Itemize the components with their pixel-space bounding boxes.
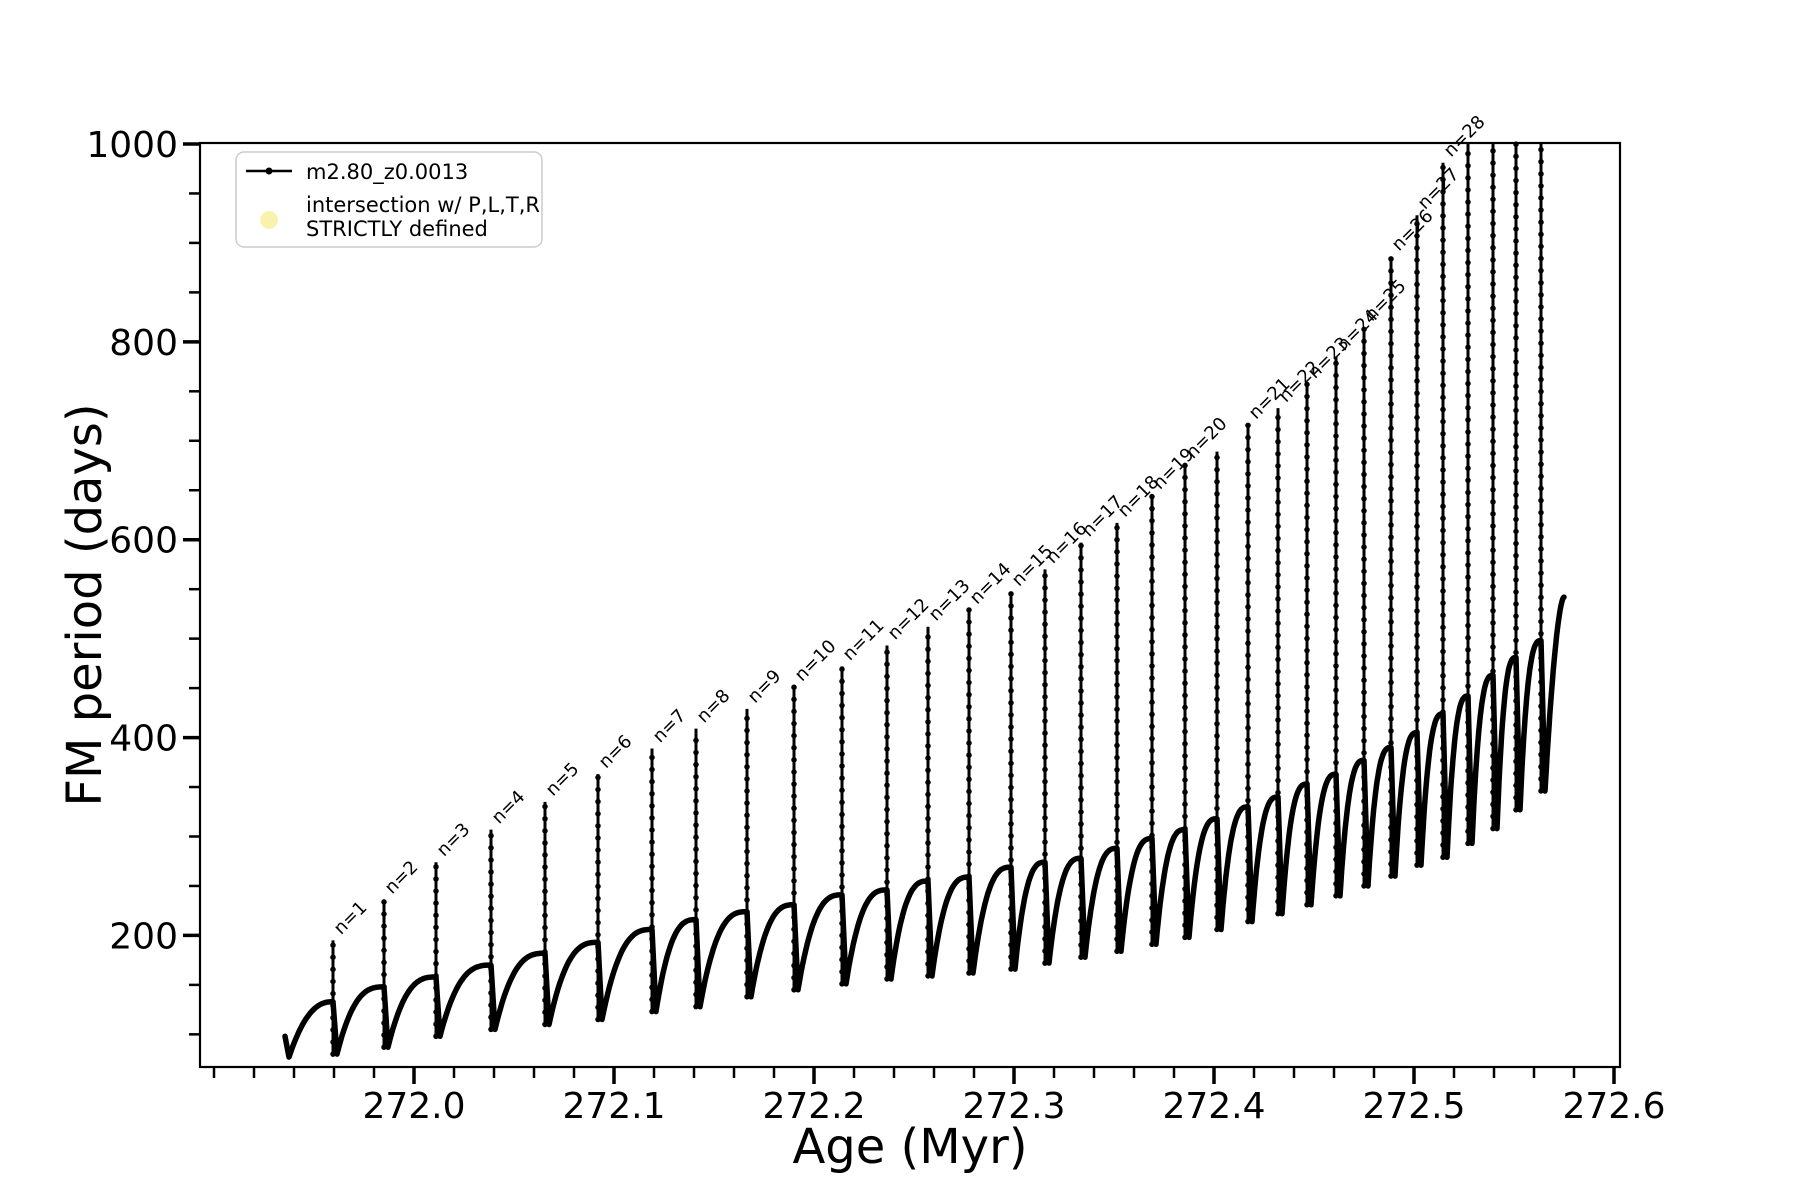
spike-top-label: n=3 [433, 819, 475, 861]
x-tick-label: 272.2 [762, 1086, 865, 1127]
legend-label-intersection-line2: STRICTLY defined [306, 217, 488, 241]
spike-top-label: n=2 [381, 857, 423, 899]
spike-top-label: n=6 [595, 731, 637, 773]
x-tick-label: 272.5 [1362, 1086, 1465, 1127]
spike-top-label: n=1 [330, 897, 372, 939]
legend-label-series: m2.80_z0.0013 [306, 160, 468, 185]
y-tick-label: 800 [109, 323, 178, 364]
spike-top-label: n=14 [966, 559, 1016, 609]
y-axis-label: FM period (days) [57, 403, 113, 806]
legend-label-intersection-line1: intersection w/ P,L,T,R [306, 193, 540, 217]
plot-border [198, 141, 1622, 1069]
legend-box [235, 151, 543, 248]
spike-top-label: n=5 [542, 759, 584, 801]
y-tick-label: 600 [109, 521, 178, 562]
y-tick-label: 200 [109, 916, 178, 957]
legend: m2.80_z0.0013 intersection w/ P,L,T,R ST… [235, 151, 543, 248]
spike-top-label: n=13 [925, 576, 975, 626]
spike-top-label: n=7 [649, 705, 691, 747]
spike-top-label: n=10 [791, 636, 841, 686]
chart-generated: n=1n=2n=3n=4n=5n=6n=7 n=8 n=9n=10n=11n=12n… [86, 112, 1665, 1127]
x-tick-label: 272.0 [362, 1086, 465, 1127]
x-tick-label: 272.6 [1562, 1086, 1665, 1127]
x-tick-label: 272.1 [562, 1086, 665, 1127]
legend-intersection-dot-marker [260, 211, 278, 229]
x-tick-label: 272.3 [962, 1086, 1065, 1127]
spike-top-label: n=11 [839, 615, 889, 665]
x-tick-label: 272.4 [1162, 1086, 1265, 1127]
legend-line-dot-marker [265, 167, 273, 175]
spike-top-label: n=4 [488, 786, 530, 828]
y-tick-label: 1000 [86, 125, 178, 166]
x-axis-label: Age (Myr) [792, 1119, 1027, 1175]
spike-top-label: n=25 [1361, 276, 1411, 326]
spike-top-label: n=26 [1388, 206, 1438, 256]
spike-top-label: n=9 [744, 666, 786, 708]
spike-top-label: n=27 [1414, 164, 1464, 214]
spike-top-label: n=8 [693, 686, 735, 728]
spike-top-label: n=20 [1182, 413, 1232, 463]
y-tick-label: 400 [109, 719, 178, 760]
baseline-curve [282, 594, 1567, 1060]
spike-top-label: n=28 [1440, 112, 1490, 162]
